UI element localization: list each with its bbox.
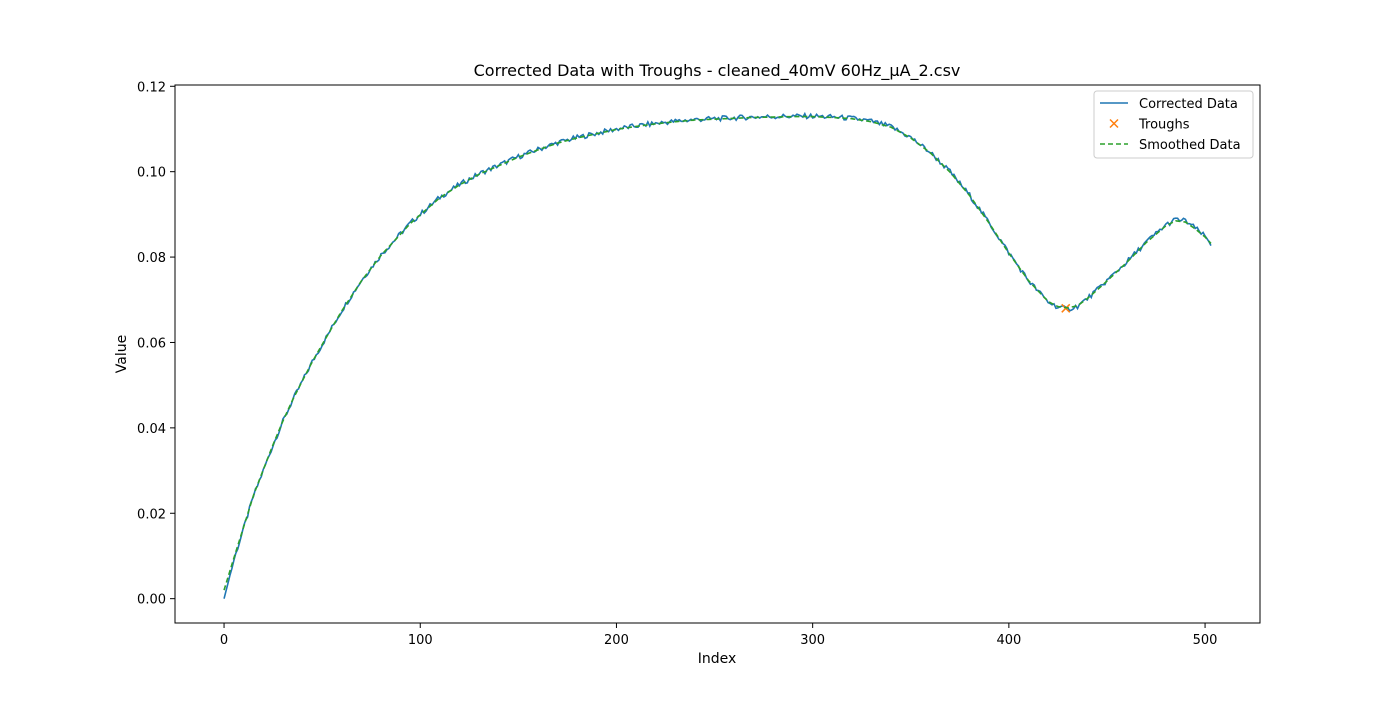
corrected-data-line	[223, 111, 1212, 599]
plot-frame	[174, 84, 1261, 624]
legend-label: Troughs	[1138, 118, 1190, 133]
legend-marker-troughs	[1109, 118, 1119, 129]
y-tick-label: 0.12	[137, 80, 166, 95]
legend: Corrected Data Troughs Smoothed Data	[1093, 90, 1254, 159]
legend-label: Corrected Data	[1139, 97, 1238, 112]
y-tick-label: 0.00	[137, 593, 166, 608]
x-tick-label: 100	[408, 633, 433, 648]
y-axis-label: Value	[114, 335, 130, 373]
x-tick-label: 300	[800, 633, 825, 648]
series-layer	[223, 111, 1212, 599]
legend-label: Smoothed Data	[1139, 138, 1241, 153]
y-tick-label: 0.10	[137, 166, 166, 181]
x-tick-label: 200	[604, 633, 629, 648]
x-tick-label: 500	[1193, 633, 1218, 648]
x-tick-label: 400	[996, 633, 1021, 648]
x-axis-label: Index	[698, 651, 737, 667]
legend-box	[1093, 90, 1254, 159]
smoothed-data-line	[223, 115, 1212, 591]
y-tick-label: 0.06	[137, 336, 166, 351]
x-tick-label: 0	[220, 633, 228, 648]
y-tick-label: 0.02	[137, 507, 166, 522]
y-tick-label: 0.08	[137, 251, 166, 266]
chart-title: Corrected Data with Troughs - cleaned_40…	[474, 61, 961, 81]
axes-layer: 0 100 200 300 400 500 0.00 0.02 0.04 0.06 0.08 0.10…	[137, 80, 1261, 648]
y-tick-label: 0.04	[137, 422, 166, 437]
